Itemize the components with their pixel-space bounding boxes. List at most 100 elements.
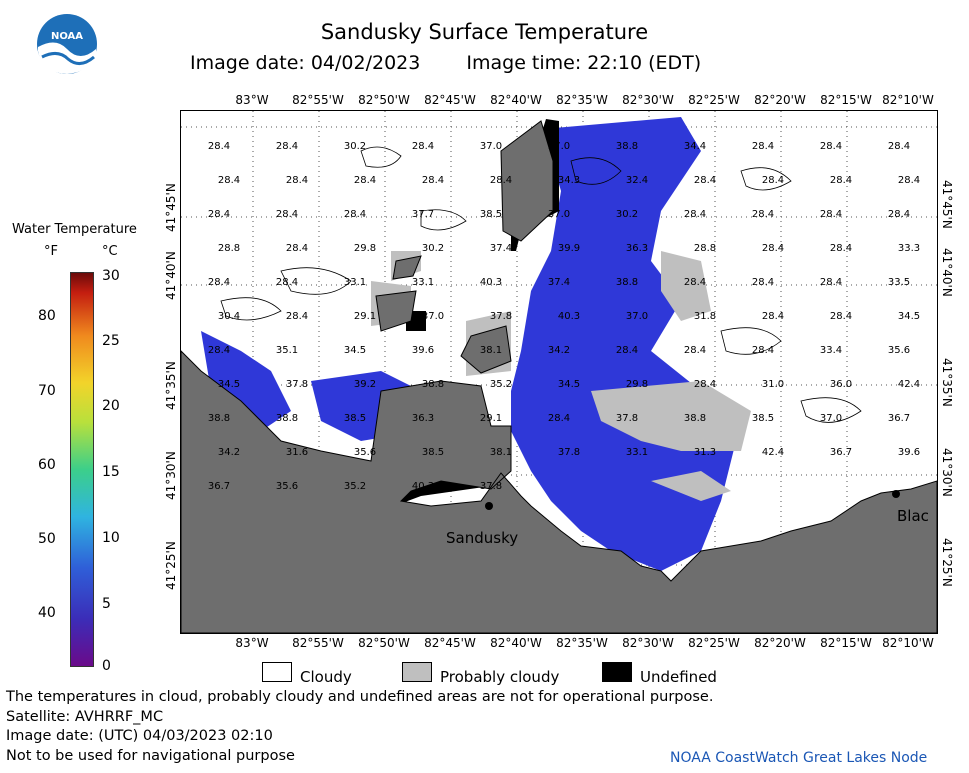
lat-label-right: 41°40'N [940,248,954,297]
temperature-reading: 28.4 [820,209,842,220]
lat-label-left: 41°45'N [164,183,178,232]
temperature-reading: 28.4 [684,209,706,220]
temperature-reading: 28.4 [208,209,230,220]
footer-notes: The temperatures in cloud, probably clou… [6,688,713,766]
blac-marker [892,490,900,498]
temperature-reading: 38.1 [480,345,502,356]
temperature-reading: 37.0 [422,311,444,322]
temperature-reading: 38.8 [616,141,638,152]
lon-label-top: 82°15'W [820,93,872,107]
temperature-reading: 42.4 [898,379,920,390]
temperature-reading: 28.8 [218,243,240,254]
temperature-reading: 37.8 [616,413,638,424]
temperature-reading: 37.8 [480,481,502,492]
temperature-reading: 35.6 [888,345,910,356]
temperature-reading: 37.8 [286,379,308,390]
temperature-reading: 28.4 [820,141,842,152]
colorbar-title: Water Temperature [12,222,137,237]
temperature-reading: 39.6 [412,345,434,356]
lon-label-bottom: 82°15'W [820,636,872,650]
temperature-reading: 28.4 [830,243,852,254]
map-canvas: Sandusky Blac 28.4 28.4 30.2 28.4 37.0 37.0 38… [180,111,938,634]
temperature-reading: 36.7 [888,413,910,424]
c-tick: 5 [102,596,111,612]
place-label-sandusky: Sandusky [446,529,518,547]
temperature-reading: 36.7 [830,447,852,458]
lon-label-top: 82°30'W [622,93,674,107]
lon-label-top: 82°40'W [490,93,542,107]
temperature-reading: 40.3 [558,311,580,322]
temperature-reading: 35.6 [354,447,376,458]
lat-label-right: 41°25'N [940,538,954,587]
temperature-reading: 38.8 [422,379,444,390]
temperature-reading: 28.4 [276,277,298,288]
lat-label-left: 41°35'N [164,361,178,410]
lon-label-top: 82°50'W [358,93,410,107]
temperature-reading: 38.1 [490,447,512,458]
temperature-reading: 28.4 [208,277,230,288]
temperature-reading: 31.0 [762,379,784,390]
temperature-reading: 28.4 [888,209,910,220]
temperature-reading: 31.8 [694,311,716,322]
temperature-reading: 38.5 [752,413,774,424]
temperature-reading: 28.4 [276,209,298,220]
temperature-reading: 28.4 [820,277,842,288]
c-tick: 0 [102,658,111,674]
temperature-reading: 28.4 [548,413,570,424]
temperature-reading: 28.4 [830,175,852,186]
temperature-reading: 34.2 [218,447,240,458]
temperature-reading: 28.4 [218,175,240,186]
lon-label-top: 82°35'W [556,93,608,107]
lat-label-right: 41°30'N [940,448,954,497]
temperature-reading: 34.5 [344,345,366,356]
temperature-reading: 35.6 [276,481,298,492]
lat-label-left: 41°40'N [164,251,178,300]
lon-label-top: 82°55'W [292,93,344,107]
temperature-reading: 32.4 [626,175,648,186]
temperature-reading: 33.5 [888,277,910,288]
temperature-reading: 37.0 [626,311,648,322]
temperature-reading: 28.4 [208,141,230,152]
temperature-reading: 37.4 [548,277,570,288]
temperature-colorbar [70,272,94,667]
temperature-reading: 28.4 [412,141,434,152]
temperature-reading: 30.2 [422,243,444,254]
f-tick: 60 [38,457,56,473]
lat-label-left: 41°25'N [164,541,178,590]
temperature-reading: 33.3 [898,243,920,254]
temperature-reading: 28.4 [830,311,852,322]
lon-label-bottom: 82°55'W [292,636,344,650]
image-time: Image time: 22:10 (EDT) [466,52,702,74]
temperature-reading: 42.4 [762,447,784,458]
temperature-reading: 31.6 [286,447,308,458]
temperature-reading: 33.1 [344,277,366,288]
temperature-reading: 28.4 [694,379,716,390]
sandusky-marker [485,502,493,510]
lon-label-bottom: 82°45'W [424,636,476,650]
temperature-reading: 34.3 [558,175,580,186]
temperature-reading: 35.2 [344,481,366,492]
credit-text: NOAA CoastWatch Great Lakes Node [670,750,928,766]
f-tick: 70 [38,383,56,399]
temperature-reading: 39.9 [558,243,580,254]
lon-label-top: 82°10'W [882,93,934,107]
temperature-reading: 37.8 [490,311,512,322]
temperature-reading: 40.3 [480,277,502,288]
temperature-reading: 28.4 [354,175,376,186]
temperature-reading: 34.4 [684,141,706,152]
temperature-reading: 30.4 [218,311,240,322]
f-tick: 50 [38,531,56,547]
temperature-reading: 35.1 [276,345,298,356]
temperature-reading: 38.8 [276,413,298,424]
temperature-reading: 28.4 [694,175,716,186]
temperature-reading: 34.2 [548,345,570,356]
temperature-reading: 37.4 [490,243,512,254]
c-tick: 10 [102,530,120,546]
legend-label-probably-cloudy: Probably cloudy [440,668,560,686]
lon-label-top: 82°45'W [424,93,476,107]
lon-label-bottom: 82°35'W [556,636,608,650]
temperature-reading: 39.6 [898,447,920,458]
colorbar-unit-c: °C [102,244,118,259]
colorbar-unit-f: °F [44,244,58,259]
lon-label-bottom: 82°50'W [358,636,410,650]
